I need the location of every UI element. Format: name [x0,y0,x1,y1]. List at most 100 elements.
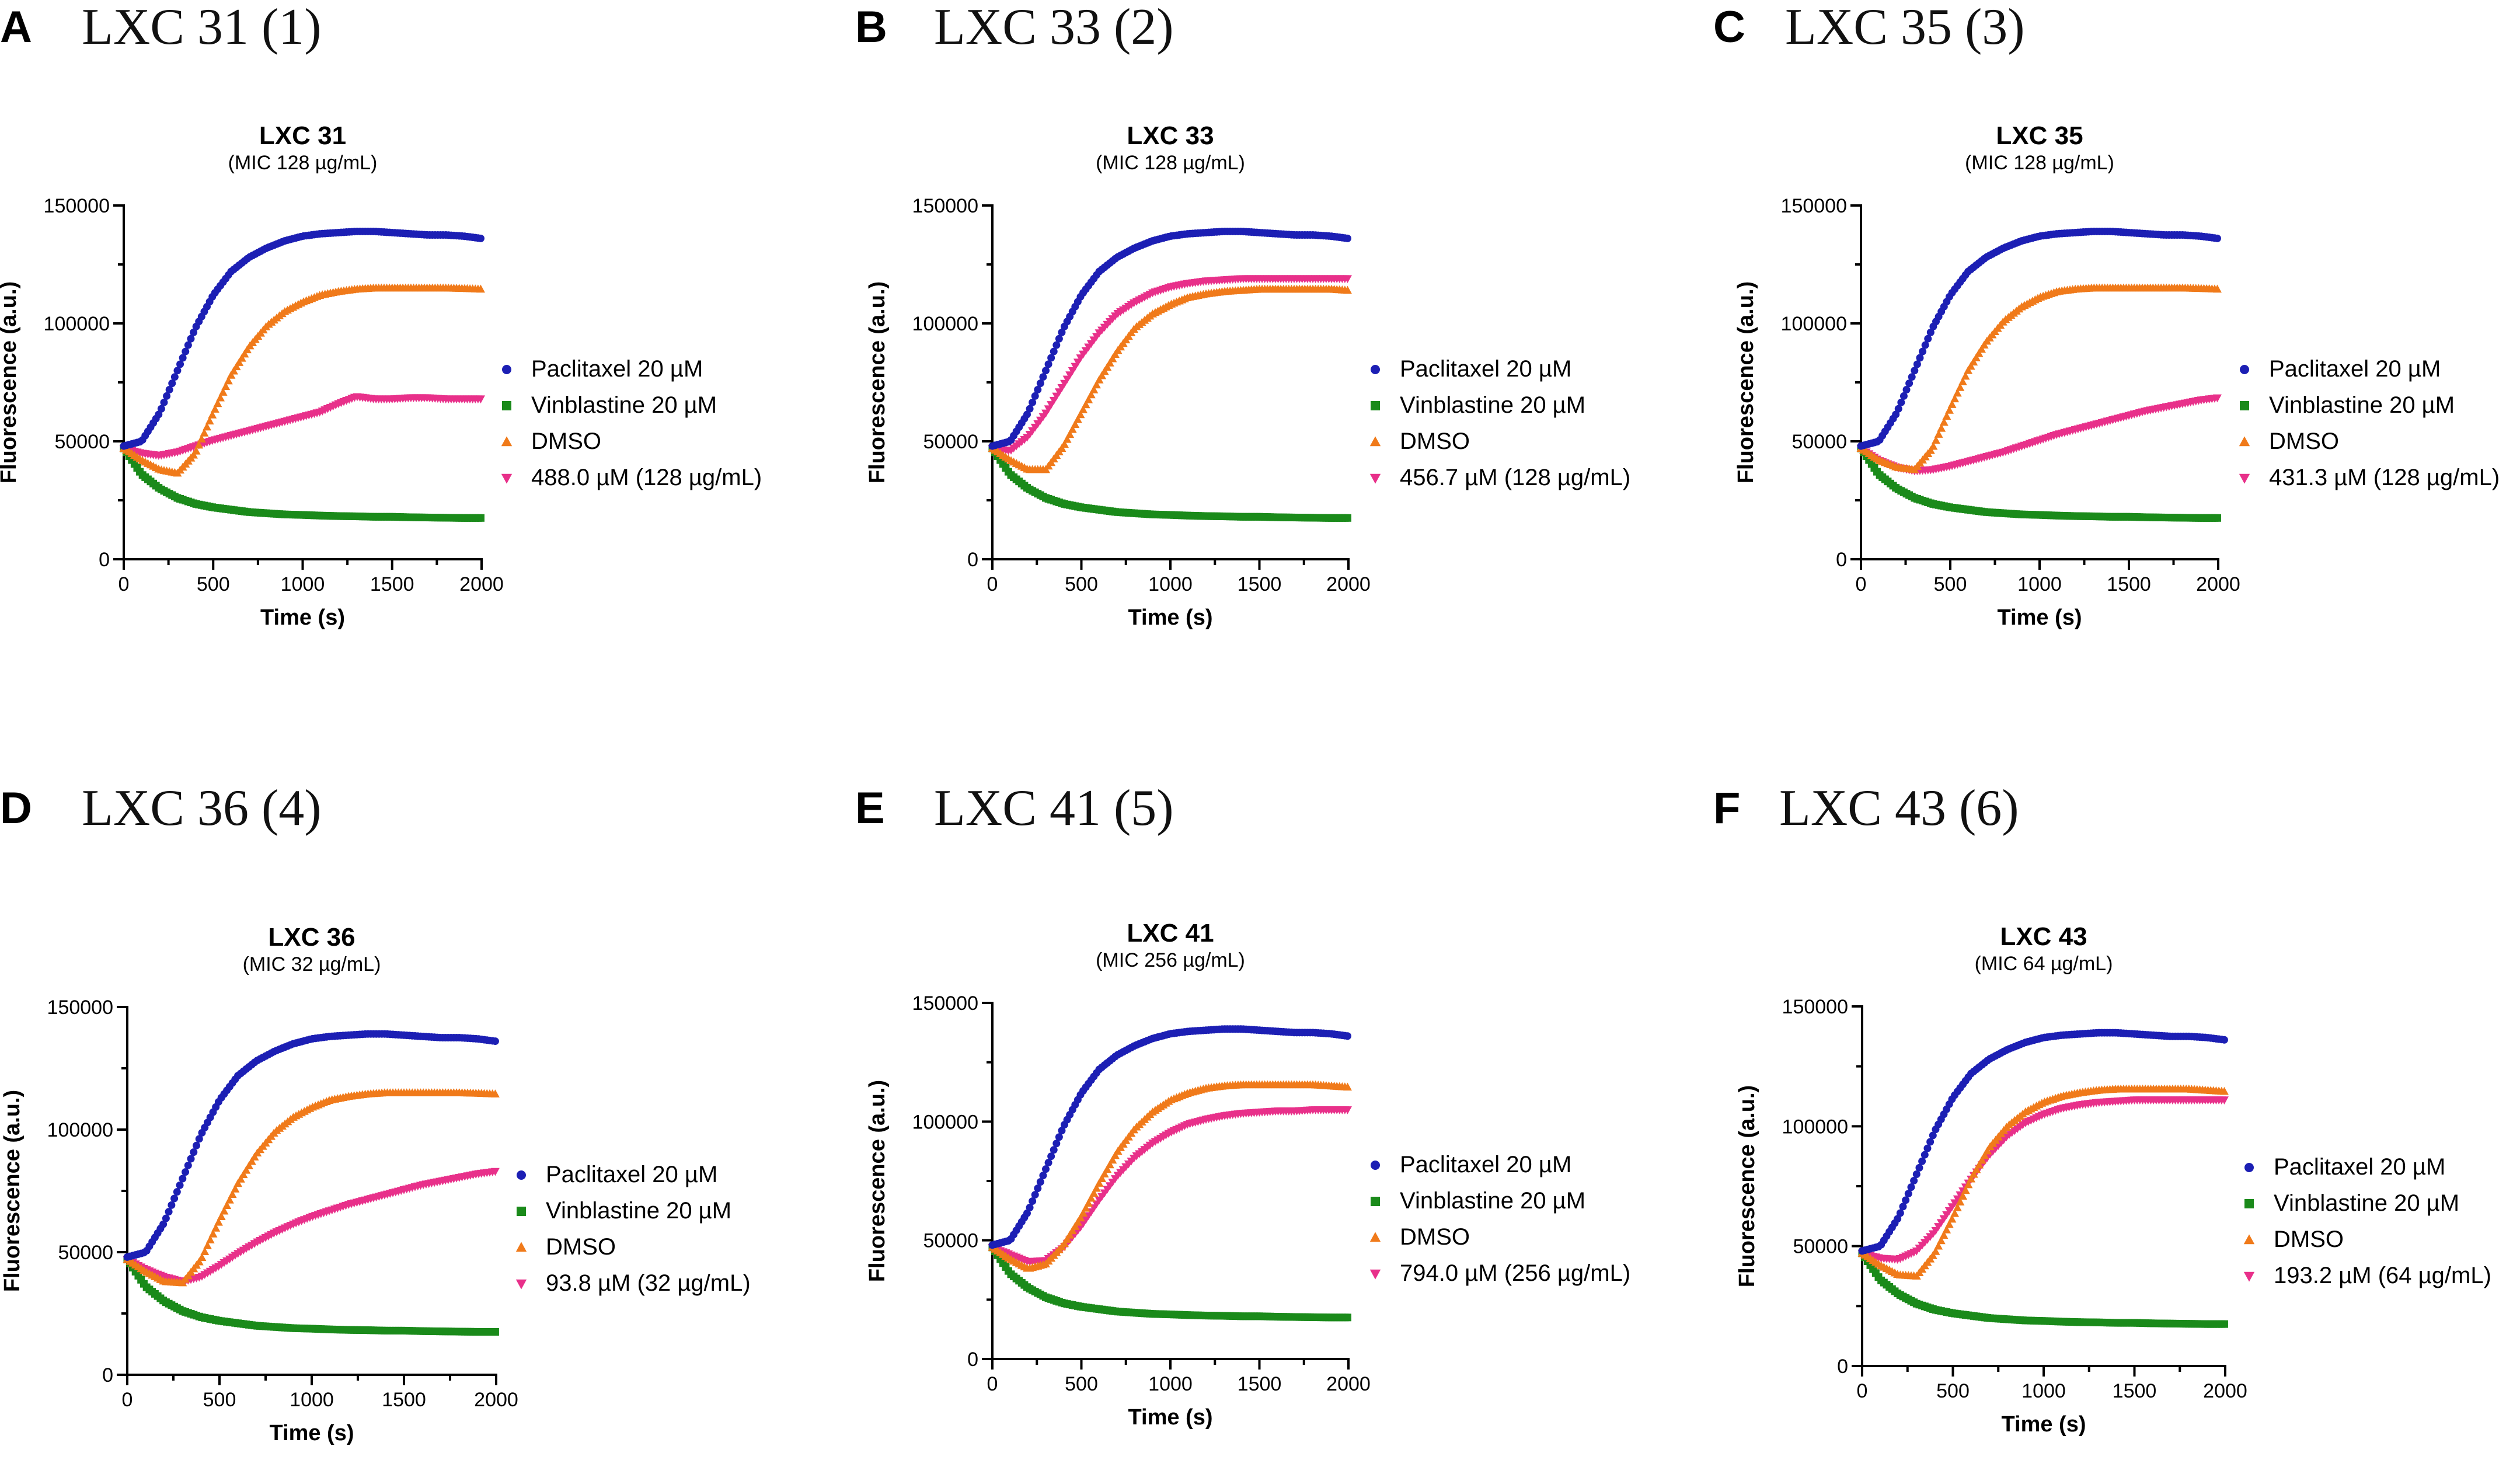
data-point [205,416,214,425]
x-axis-label: Time (s) [2001,1412,2086,1437]
y-tick-label: 150000 [1781,195,1847,217]
y-tick-label: 50000 [923,431,978,453]
series-circle [988,227,1351,450]
legend-marker [1371,1197,1380,1206]
data-point [195,1135,203,1143]
x-tick-label: 2000 [1326,1373,1371,1395]
data-point [1055,1133,1063,1141]
data-point [1896,1209,1904,1217]
data-point [200,1247,210,1256]
legend-marker [1371,401,1380,410]
data-point [1983,1146,1992,1155]
x-tick-label: 1500 [1238,573,1282,595]
x-tick-label: 500 [1934,573,1967,595]
data-point [226,371,236,379]
legend-label: DMSO [546,1234,616,1260]
data-point [194,1257,204,1266]
data-point [165,1208,173,1216]
data-point [1892,410,1900,419]
data-point [1089,385,1099,393]
data-point [1343,275,1352,284]
data-point [216,393,225,402]
data-point [1919,347,1927,356]
legend-label: 93.8 µM (32 µg/mL) [546,1270,751,1296]
legend-label: DMSO [531,428,601,454]
data-point [1092,380,1101,389]
data-point [1029,398,1037,406]
data-point [218,388,228,396]
data-point [1073,415,1082,423]
chart-title: LXC 33 [1127,121,1214,150]
data-point [1065,430,1075,438]
data-point [1921,341,1929,349]
data-point [191,446,201,455]
x-tick-label: 500 [203,1389,236,1411]
data-point [170,1194,179,1203]
y-tick-label: 100000 [44,313,110,335]
y-tick-label: 100000 [912,313,978,335]
data-point [1926,445,1935,454]
chart-title: LXC 31 [259,121,346,150]
legend-marker [502,365,511,374]
data-point [476,514,485,522]
data-point [168,379,176,388]
data-point [476,234,485,242]
data-point [1931,1247,1940,1255]
data-point [1110,350,1120,358]
panel-letter-a: A [0,2,32,52]
data-point [200,428,209,437]
series-triangle-down [123,1168,500,1287]
legend-label: Vinblastine 20 µM [2269,392,2455,418]
data-point [1057,444,1066,452]
data-point [1942,1225,1951,1233]
x-tick-label: 0 [987,573,998,595]
chart-title: LXC 41 [1127,919,1214,947]
data-point [1039,1172,1047,1180]
data-point [1964,1180,1973,1189]
data-point [179,354,187,362]
data-point [203,422,211,431]
x-tick-label: 500 [1065,1373,1098,1395]
legend-marker [501,473,513,484]
chart-subtitle: (MIC 128 µg/mL) [1965,152,2114,174]
legend-marker [502,401,511,410]
legend-marker [1369,1269,1381,1280]
series-triangle-up [988,284,1352,473]
data-point [242,1165,251,1174]
data-point [1947,1214,1957,1223]
data-point [1904,1190,1912,1198]
legend-marker [515,1242,527,1252]
y-tick-label: 150000 [912,195,978,217]
data-point [1076,1213,1085,1222]
y-tick-label: 0 [967,1349,978,1371]
data-point [1912,1170,1921,1178]
series-square [1857,444,2221,522]
legend-marker [1369,473,1381,484]
data-point [1939,417,1949,426]
data-point [187,334,195,343]
data-point [213,399,222,407]
data-point [219,1206,229,1215]
data-point [1953,1203,1962,1211]
legend-label: Paclitaxel 20 µM [546,1162,717,1187]
data-point [1026,1204,1034,1212]
chart-5: LXC 41(MIC 256 µg/mL) 0 50000 100000 150000 0… [865,919,1630,1430]
data-point [1031,1191,1039,1199]
data-point [1958,1191,1968,1200]
legend-marker [2244,1199,2254,1208]
chart-3: LXC 35(MIC 128 µg/mL) 0 50000 100000 150000 0… [1734,121,2500,630]
data-point [1939,1231,1949,1239]
data-point [250,1152,259,1161]
data-point [1934,1241,1943,1250]
y-tick-label: 50000 [923,1230,978,1252]
data-point [1966,361,1975,370]
y-tick-label: 50000 [54,431,110,453]
data-point [1076,410,1085,419]
data-point [1036,379,1044,388]
data-point [184,341,192,349]
data-point [1029,1197,1037,1205]
legend-marker [1371,1161,1380,1170]
x-tick-label: 2000 [2196,573,2240,595]
data-point [2219,1086,2229,1095]
data-point [1042,1165,1050,1173]
